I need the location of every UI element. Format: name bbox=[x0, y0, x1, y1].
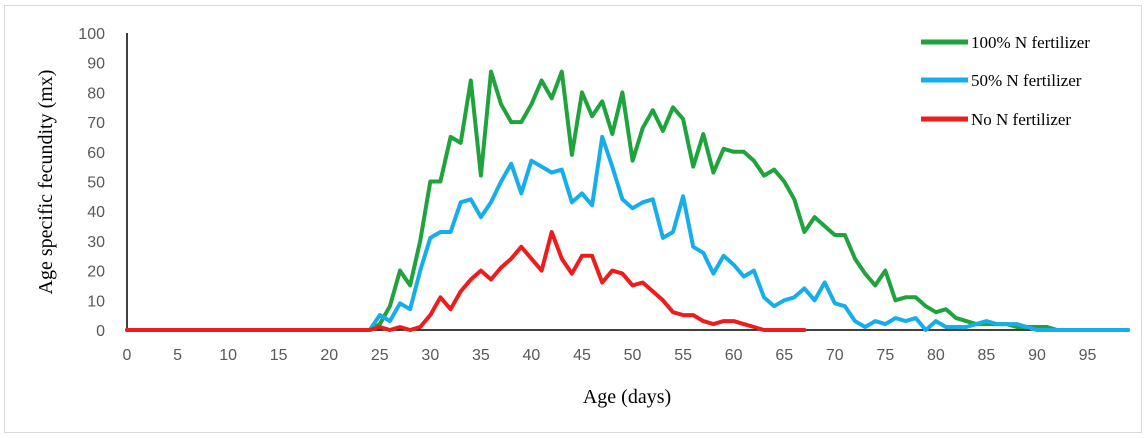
y-tick-label: 10 bbox=[87, 293, 105, 310]
y-tick-label: 70 bbox=[87, 115, 105, 132]
x-tick-label: 20 bbox=[320, 347, 338, 364]
x-tick-label: 70 bbox=[826, 347, 844, 364]
y-tick-label: 50 bbox=[87, 175, 105, 192]
x-tick-label: 5 bbox=[173, 347, 182, 364]
y-tick-label: 80 bbox=[87, 85, 105, 102]
x-tick-label: 40 bbox=[523, 347, 541, 364]
x-tick-label: 90 bbox=[1028, 347, 1046, 364]
x-tick-label: 45 bbox=[573, 347, 591, 364]
legend: 100% N fertilizer 50% N fertilizer No N fe… bbox=[921, 33, 1090, 129]
series-line-2 bbox=[125, 134, 1130, 332]
x-tick-label: 60 bbox=[725, 347, 743, 364]
legend-label-1: 100% N fertilizer bbox=[971, 33, 1090, 52]
y-axis-label: Age specific fecundity (mx) bbox=[35, 70, 57, 295]
x-tick-label: 75 bbox=[876, 347, 894, 364]
x-axis-label: Age (days) bbox=[583, 386, 671, 408]
x-tick-label: 30 bbox=[421, 347, 439, 364]
x-tick-label: 50 bbox=[624, 347, 642, 364]
x-tick-label: 10 bbox=[219, 347, 237, 364]
y-tick-label: 20 bbox=[87, 264, 105, 281]
series-layer bbox=[125, 69, 1130, 332]
legend-label-3: No N fertilizer bbox=[971, 110, 1071, 129]
x-tick-label: 65 bbox=[775, 347, 793, 364]
x-tick-label: 85 bbox=[978, 347, 996, 364]
x-tick-label: 0 bbox=[123, 347, 132, 364]
series-line-3 bbox=[125, 230, 807, 332]
x-tick-label: 55 bbox=[674, 347, 692, 364]
x-tick-label: 25 bbox=[371, 347, 389, 364]
x-tick-label: 35 bbox=[472, 347, 490, 364]
x-tick-label: 80 bbox=[927, 347, 945, 364]
y-tick-label: 0 bbox=[96, 323, 105, 340]
chart-frame bbox=[4, 5, 1142, 433]
y-tick-label: 40 bbox=[87, 204, 105, 221]
legend-label-2: 50% N fertilizer bbox=[971, 71, 1082, 90]
y-tick-label: 100 bbox=[78, 26, 105, 43]
x-tick-label: 95 bbox=[1079, 347, 1097, 364]
y-tick-label: 60 bbox=[87, 145, 105, 162]
x-tick-label: 15 bbox=[270, 347, 288, 364]
y-tick-label: 90 bbox=[87, 56, 105, 73]
y-tick-label: 30 bbox=[87, 234, 105, 251]
